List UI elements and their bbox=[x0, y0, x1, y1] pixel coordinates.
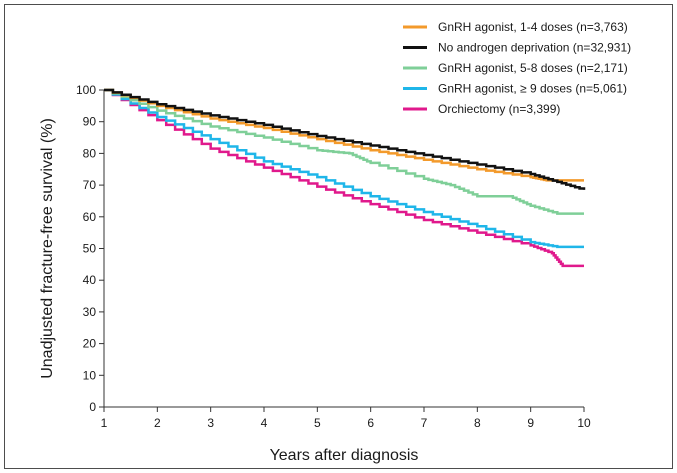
chart-frame bbox=[4, 4, 673, 469]
x-tick-label: 1 bbox=[101, 416, 108, 430]
y-tick-label: 70 bbox=[83, 178, 97, 192]
series-lines bbox=[104, 88, 586, 268]
x-tick-label: 10 bbox=[577, 416, 591, 430]
y-tick-label: 80 bbox=[83, 146, 97, 160]
y-tick-label: 20 bbox=[83, 337, 97, 351]
y-tick-label: 40 bbox=[83, 273, 97, 287]
x-tick-label: 9 bbox=[527, 416, 534, 430]
series-line bbox=[104, 88, 584, 215]
y-tick-label: 10 bbox=[83, 368, 97, 382]
x-tick-label: 4 bbox=[261, 416, 268, 430]
x-tick-label: 7 bbox=[421, 416, 428, 430]
x-tick-label: 8 bbox=[474, 416, 481, 430]
legend: GnRH agonist, 1-4 doses (n=3,763) No andr… bbox=[403, 20, 631, 116]
y-axis-title: Unadjusted fracture-free survival (%) bbox=[39, 118, 56, 379]
y-tick-label: 90 bbox=[83, 115, 97, 129]
y-tick-label: 50 bbox=[83, 242, 97, 256]
x-tick-label: 6 bbox=[367, 416, 374, 430]
x-tick-label: 3 bbox=[207, 416, 214, 430]
series-line bbox=[104, 88, 586, 190]
x-axis-ticks: 1 2 3 4 5 6 7 8 9 10 bbox=[101, 407, 591, 430]
y-tick-label: 30 bbox=[83, 305, 97, 319]
series-line bbox=[104, 88, 584, 268]
legend-label: GnRH agonist, 1-4 doses (n=3,763) bbox=[438, 20, 628, 34]
y-tick-label: 60 bbox=[83, 210, 97, 224]
x-axis-title: Years after diagnosis bbox=[270, 447, 419, 464]
legend-label: GnRH agonist, ≥ 9 doses (n=5,061) bbox=[438, 82, 627, 96]
y-tick-label: 0 bbox=[89, 400, 96, 414]
series-line bbox=[104, 88, 584, 249]
y-axis-ticks: 0 10 20 30 40 50 60 70 80 90 100 bbox=[76, 83, 104, 414]
legend-label: Orchiectomy (n=3,399) bbox=[438, 102, 560, 116]
axes: 1 2 3 4 5 6 7 8 9 10 0 10 20 30 40 50 60 70 80 90 100 bbox=[76, 83, 591, 430]
legend-label: No androgen deprivation (n=32,931) bbox=[438, 41, 631, 55]
x-tick-label: 2 bbox=[154, 416, 161, 430]
x-tick-label: 5 bbox=[314, 416, 321, 430]
y-tick-label: 100 bbox=[76, 83, 96, 97]
legend-label: GnRH agonist, 5-8 doses (n=2,171) bbox=[438, 61, 628, 75]
